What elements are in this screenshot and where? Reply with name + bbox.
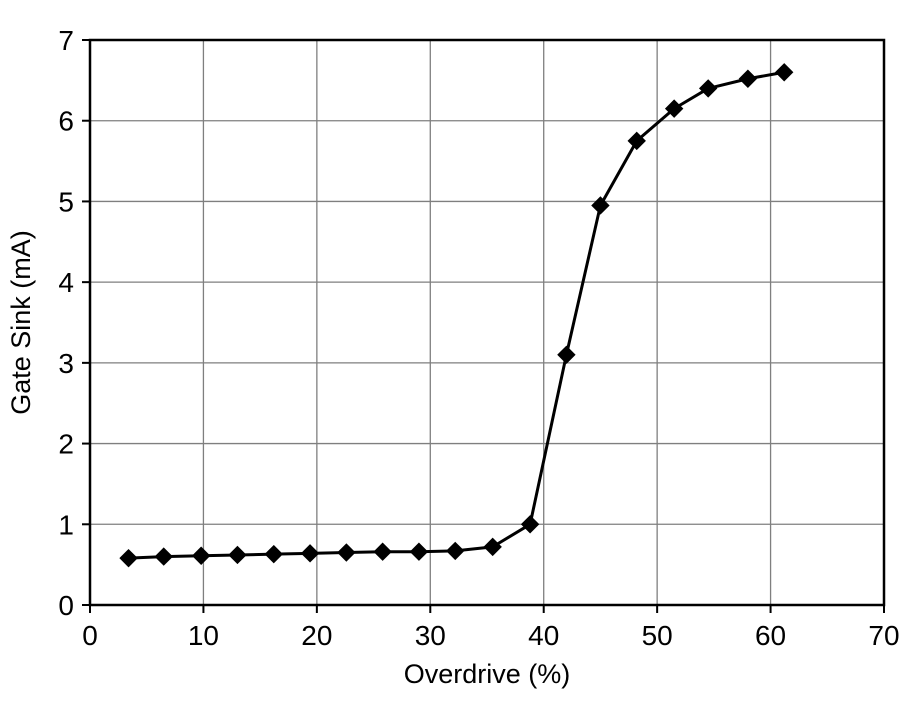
diamond-marker xyxy=(228,545,247,565)
diamond-marker xyxy=(520,515,540,534)
series-line xyxy=(128,70,785,560)
diamond-marker xyxy=(264,544,283,564)
y-tick-label: 0 xyxy=(58,590,74,621)
plot-border xyxy=(88,38,886,607)
diamond-marker xyxy=(698,79,718,98)
x-tick-label: 50 xyxy=(642,620,673,651)
data-series xyxy=(119,63,794,568)
y-tick-label: 2 xyxy=(58,429,74,460)
diamond-marker xyxy=(627,131,646,151)
diamond-marker xyxy=(119,548,138,568)
y-tick-label: 1 xyxy=(58,509,74,540)
diamond-marker xyxy=(446,541,465,561)
diamond-marker xyxy=(154,547,173,566)
x-tick-label: 70 xyxy=(868,620,899,651)
y-tick-label: 5 xyxy=(58,186,74,217)
diamond-marker xyxy=(191,546,211,565)
x-tick-label: 30 xyxy=(415,620,446,651)
plot-frame xyxy=(88,38,886,607)
y-tick-label: 7 xyxy=(58,25,74,56)
x-tick-label: 20 xyxy=(301,620,332,651)
diamond-marker xyxy=(483,537,502,557)
diamond-marker xyxy=(337,543,356,562)
diamond-marker xyxy=(664,99,684,118)
diamond-marker xyxy=(409,542,429,561)
diamond-marker xyxy=(774,63,794,82)
x-tick-label: 0 xyxy=(82,620,98,651)
y-axis-label: Gate Sink (mA) xyxy=(6,230,36,415)
diamond-marker xyxy=(738,69,758,88)
y-tick-label: 4 xyxy=(58,267,74,298)
x-tick-label: 40 xyxy=(528,620,559,651)
diamond-marker xyxy=(373,542,392,561)
grid-lines xyxy=(90,40,884,605)
x-tick-label: 10 xyxy=(188,620,219,651)
diamond-marker xyxy=(557,345,576,364)
diamond-marker xyxy=(300,544,320,563)
diamond-marker xyxy=(591,196,610,215)
y-tick-label: 6 xyxy=(58,106,74,137)
axis-ticks: 0 10 20 30 40 50 60 70 0 1 2 3 4 5 6 7 xyxy=(58,25,899,651)
x-axis-label: Overdrive (%) xyxy=(404,659,571,689)
x-tick-label: 60 xyxy=(755,620,786,651)
y-tick-label: 3 xyxy=(58,348,74,379)
